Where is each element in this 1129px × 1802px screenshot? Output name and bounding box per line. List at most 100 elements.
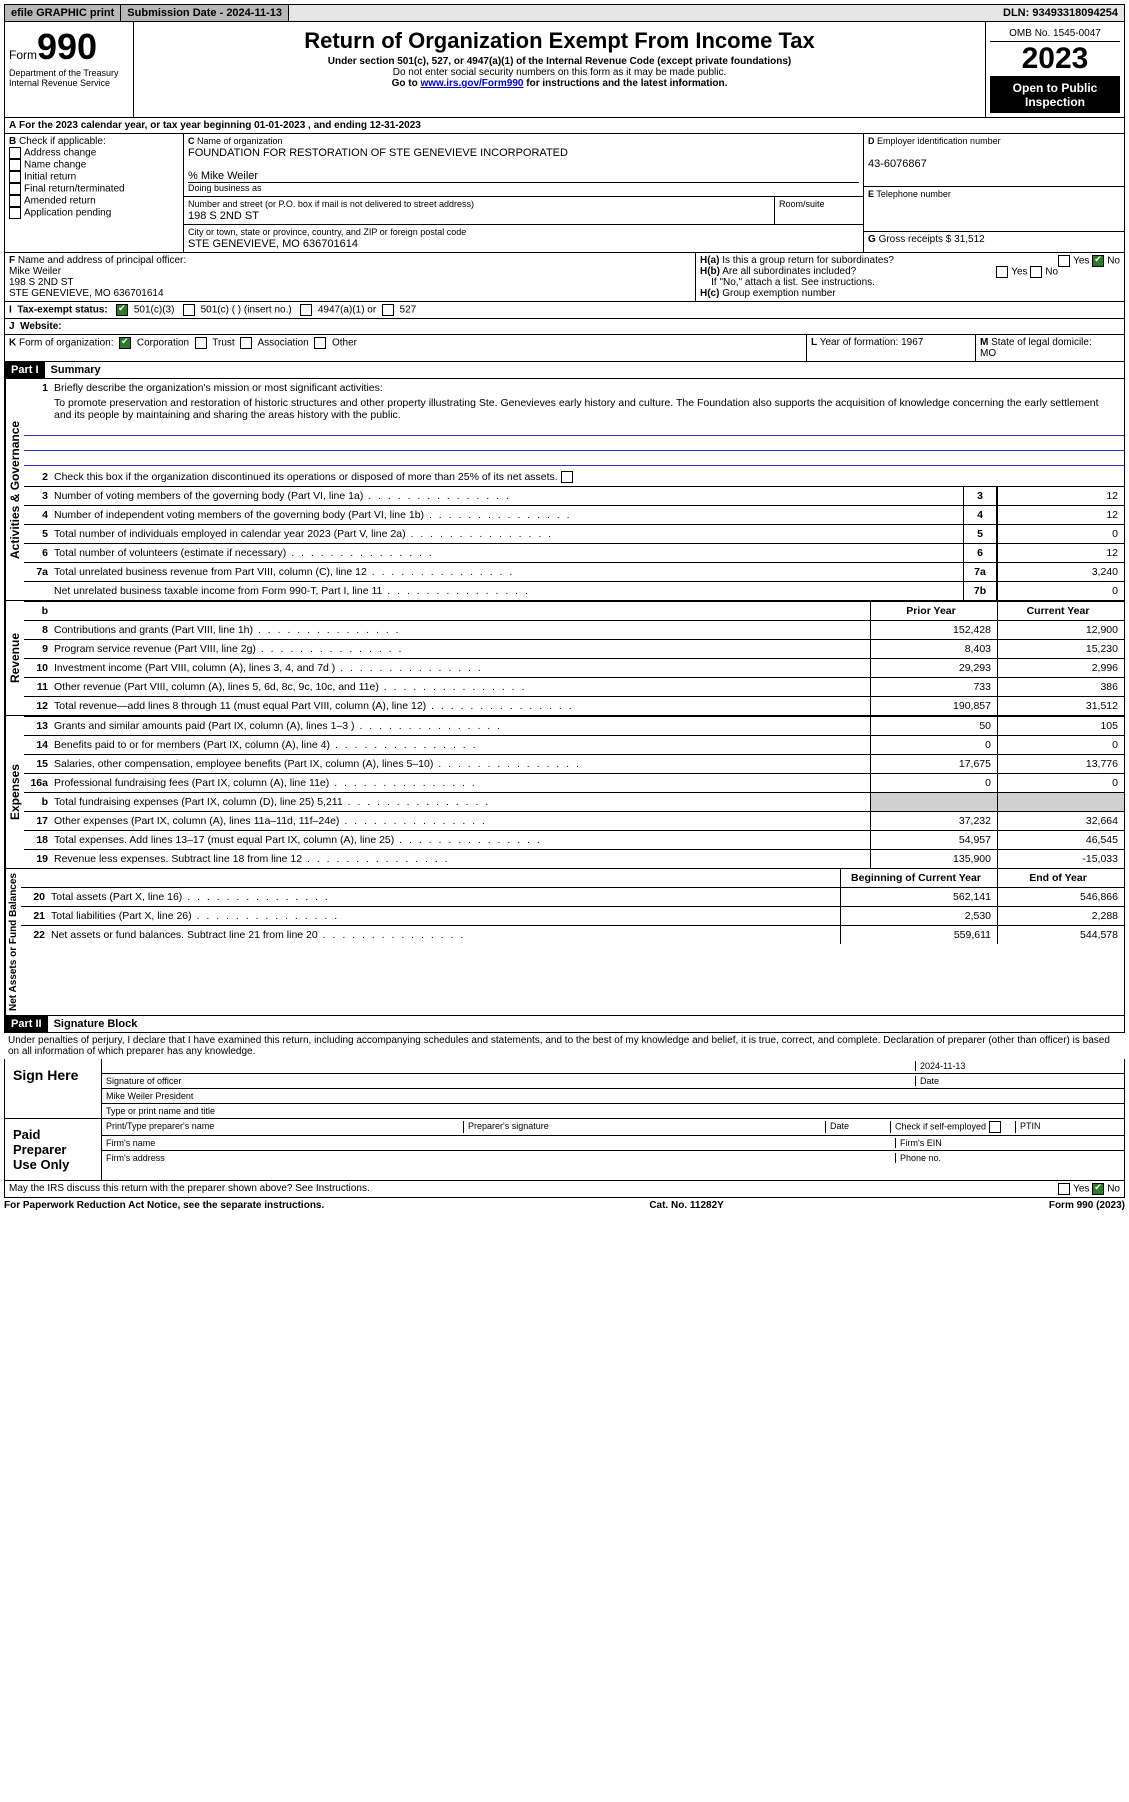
mission-line xyxy=(24,423,1124,436)
activities-label: Activities & Governance xyxy=(5,379,24,600)
k-letter: K xyxy=(9,338,16,349)
cb-address-change[interactable] xyxy=(9,147,21,159)
summary-line: 7aTotal unrelated business revenue from … xyxy=(24,562,1124,581)
cb-501c3[interactable] xyxy=(116,304,128,316)
summary-line: 18Total expenses. Add lines 13–17 (must … xyxy=(24,830,1124,849)
form-header: Form990 Department of the Treasury Inter… xyxy=(4,22,1125,118)
o-corp: Corporation xyxy=(137,338,189,349)
goto-post: for instructions and the latest informat… xyxy=(523,78,727,89)
room-label: Room/suite xyxy=(779,199,825,209)
cb-assoc[interactable] xyxy=(240,337,252,349)
cb-amended[interactable] xyxy=(9,195,21,207)
summary-line: 13Grants and similar amounts paid (Part … xyxy=(24,716,1124,735)
tax-status-label: Tax-exempt status: xyxy=(17,305,107,316)
cb-hb-no[interactable] xyxy=(1030,266,1042,278)
omb-number: OMB No. 1545-0047 xyxy=(990,26,1120,42)
domicile-label: State of legal domicile: xyxy=(991,337,1092,348)
care-of: % Mike Weiler xyxy=(188,170,258,182)
section-b: B Check if applicable: Address change Na… xyxy=(5,134,184,252)
cb-trust[interactable] xyxy=(195,337,207,349)
yes3: Yes xyxy=(1073,1184,1089,1195)
dba-label: Doing business as xyxy=(188,183,262,193)
domicile: MO xyxy=(980,348,996,359)
o-other: Other xyxy=(332,338,357,349)
mission-line xyxy=(24,453,1124,466)
page-footer: For Paperwork Reduction Act Notice, see … xyxy=(4,1198,1125,1213)
cb-self-employed[interactable] xyxy=(989,1121,1001,1133)
open-inspection: Open to Public Inspection xyxy=(990,77,1120,113)
cb-initial[interactable] xyxy=(9,171,21,183)
i-letter: I xyxy=(9,305,12,316)
line-a-text: A For the 2023 calendar year, or tax yea… xyxy=(5,118,1124,133)
cb-501c[interactable] xyxy=(183,304,195,316)
ein-label: Employer identification number xyxy=(877,136,1001,146)
opt-address: Address change xyxy=(24,148,96,159)
summary-line: 5Total number of individuals employed in… xyxy=(24,524,1124,543)
discuss-text: May the IRS discuss this return with the… xyxy=(9,1183,370,1194)
subtitle-3: Go to www.irs.gov/Form990 for instructio… xyxy=(138,78,981,89)
cb-corp[interactable] xyxy=(119,337,131,349)
cb-ha-no[interactable] xyxy=(1092,255,1104,267)
form-number-block: Form990 Department of the Treasury Inter… xyxy=(5,22,134,117)
opt-initial: Initial return xyxy=(24,172,76,183)
tax-year: 2023 xyxy=(990,42,1120,77)
cb-final[interactable] xyxy=(9,183,21,195)
part-i-badge: Part I xyxy=(5,362,45,378)
submission-date-button[interactable]: Submission Date - 2024-11-13 xyxy=(121,5,289,21)
sig-type-label: Type or print name and title xyxy=(102,1104,1124,1118)
cb-name-change[interactable] xyxy=(9,159,21,171)
j-block: J Website: xyxy=(4,319,1125,335)
year-formation: 1967 xyxy=(901,337,923,348)
col-end: End of Year xyxy=(997,869,1124,887)
summary-line: 16aProfessional fundraising fees (Part I… xyxy=(24,773,1124,792)
opt-amended: Amended return xyxy=(24,196,96,207)
section-l: L Year of formation: 1967 xyxy=(807,335,976,361)
irs-link[interactable]: www.irs.gov/Form990 xyxy=(420,78,523,89)
cb-ha-yes[interactable] xyxy=(1058,255,1070,267)
g-letter: G xyxy=(868,234,876,245)
part-ii-header: Part II Signature Block xyxy=(4,1016,1125,1033)
sign-here-label: Sign Here xyxy=(5,1059,102,1118)
section-deg: D Employer identification number 43-6076… xyxy=(864,134,1124,252)
b-letter: B xyxy=(9,136,16,147)
d-letter: D xyxy=(868,136,875,146)
cb-discuss-no[interactable] xyxy=(1092,1183,1104,1195)
footer-right: Form 990 (2023) xyxy=(1049,1200,1125,1211)
sign-block: Sign Here 2024-11-13 Signature of office… xyxy=(4,1059,1125,1119)
yes-label: Yes xyxy=(1073,256,1089,267)
netassets-label: Net Assets or Fund Balances xyxy=(5,869,21,1015)
cb-4947[interactable] xyxy=(300,304,312,316)
perjury-text: Under penalties of perjury, I declare th… xyxy=(4,1033,1125,1059)
expenses-body: 13Grants and similar amounts paid (Part … xyxy=(24,716,1124,868)
firm-ein-label: Firm's EIN xyxy=(896,1138,1120,1148)
org-name: FOUNDATION FOR RESTORATION OF STE GENEVI… xyxy=(188,147,568,159)
dept-treasury: Department of the Treasury xyxy=(9,68,129,78)
efile-print-button[interactable]: efile GRAPHIC print xyxy=(5,5,121,21)
mission-text: To promote preservation and restoration … xyxy=(24,397,1124,421)
sig-name: Mike Weiler President xyxy=(106,1091,193,1101)
m-letter: M xyxy=(980,337,988,348)
date-label: Date xyxy=(915,1076,1120,1086)
summary-line: 15Salaries, other compensation, employee… xyxy=(24,754,1124,773)
summary-line: 9Program service revenue (Part VIII, lin… xyxy=(24,639,1124,658)
footer-left: For Paperwork Reduction Act Notice, see … xyxy=(4,1200,324,1211)
sig-officer-label: Signature of officer xyxy=(106,1076,915,1086)
activities-body: 1Briefly describe the organization's mis… xyxy=(24,379,1124,600)
prep-name-label: Print/Type preparer's name xyxy=(106,1121,464,1133)
cb-discuss-yes[interactable] xyxy=(1058,1183,1070,1195)
cb-other[interactable] xyxy=(314,337,326,349)
footer-mid: Cat. No. 11282Y xyxy=(649,1200,723,1211)
cb-hb-yes[interactable] xyxy=(996,266,1008,278)
ij-block: I Tax-exempt status: 501(c)(3) 501(c) ( … xyxy=(4,302,1125,319)
cb-discontinued[interactable] xyxy=(561,471,573,483)
mission-line xyxy=(24,438,1124,451)
section-i: I Tax-exempt status: 501(c)(3) 501(c) ( … xyxy=(5,302,1124,318)
section-m: M State of legal domicile:MO xyxy=(976,335,1124,361)
cb-pending[interactable] xyxy=(9,207,21,219)
ha-text: Is this a group return for subordinates? xyxy=(722,255,894,266)
fh-block: F Name and address of principal officer:… xyxy=(4,253,1125,302)
paid-preparer-label: Paid Preparer Use Only xyxy=(5,1119,102,1180)
summary-line: 11Other revenue (Part VIII, column (A), … xyxy=(24,677,1124,696)
cb-527[interactable] xyxy=(382,304,394,316)
o-501c3: 501(c)(3) xyxy=(134,305,175,316)
